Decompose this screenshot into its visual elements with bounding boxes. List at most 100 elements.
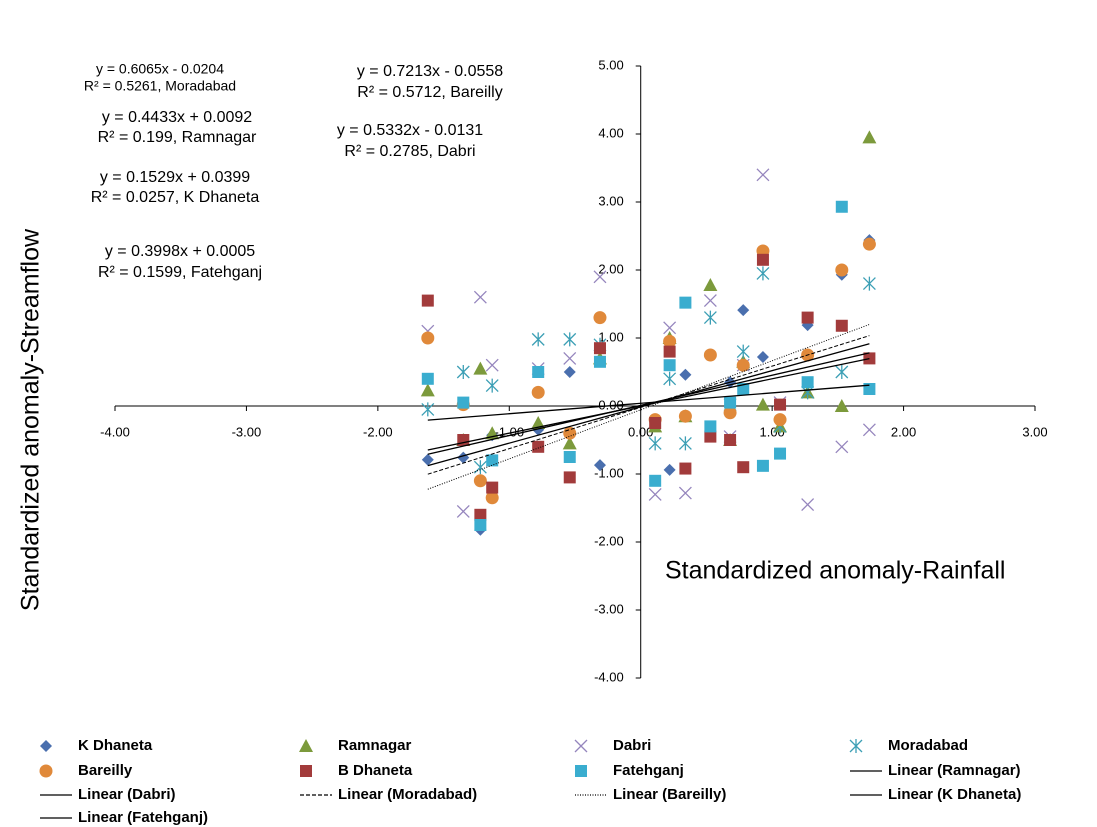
x-tick-label: 3.00 xyxy=(1022,424,1047,439)
legend-item: Bareilly xyxy=(39,762,133,779)
point xyxy=(736,344,750,359)
x-tick-label: 0.00 xyxy=(628,424,653,439)
trendline xyxy=(427,323,870,490)
y-tick-label: -4.00 xyxy=(594,669,624,684)
point xyxy=(835,263,849,277)
point xyxy=(801,311,814,324)
y-tick-label: -2.00 xyxy=(594,533,624,548)
legend-item: Linear (Fatehganj) xyxy=(40,809,208,826)
trendline-equation: R² = 0.2785, Dabri xyxy=(344,143,475,160)
y-tick-label: 4.00 xyxy=(598,125,623,140)
trendline-equation: y = 0.7213x - 0.0558 xyxy=(357,63,503,80)
trendline xyxy=(427,358,870,451)
y-tick-label: 3.00 xyxy=(598,193,623,208)
point xyxy=(678,409,692,423)
point xyxy=(457,396,470,409)
x-tick-label: -4.00 xyxy=(100,424,130,439)
point xyxy=(563,351,577,365)
point xyxy=(531,385,545,399)
legend-item: Linear (Dabri) xyxy=(40,786,176,803)
point xyxy=(801,376,814,389)
point xyxy=(663,321,677,335)
legend-item: Linear (Ramnagar) xyxy=(850,762,1021,779)
point xyxy=(863,352,876,365)
legend-label: Moradabad xyxy=(888,737,968,754)
trendline-equation: R² = 0.0257, K Dhaneta xyxy=(91,189,260,206)
legend-label: Linear (K Dhaneta) xyxy=(888,786,1021,803)
point xyxy=(835,200,848,213)
point xyxy=(663,463,676,476)
point xyxy=(473,361,488,375)
point xyxy=(485,378,499,393)
point xyxy=(563,426,577,440)
legend-item: Dabri xyxy=(574,737,651,754)
trendline-equation: R² = 0.199, Ramnagar xyxy=(98,129,257,146)
point xyxy=(473,460,487,475)
legend-marker xyxy=(39,764,53,778)
point xyxy=(563,451,576,463)
point xyxy=(863,383,876,395)
point xyxy=(593,342,606,355)
legend-marker xyxy=(300,765,312,777)
legend-label: Fatehganj xyxy=(613,762,684,779)
point xyxy=(456,365,470,379)
point xyxy=(737,304,750,317)
point xyxy=(593,270,607,284)
legend-label: Linear (Moradabad) xyxy=(338,786,477,803)
legend-marker xyxy=(40,740,52,752)
trendline-equation: R² = 0.5712, Bareilly xyxy=(357,84,502,101)
legend-item: Moradabad xyxy=(849,737,968,754)
legend-label: Linear (Ramnagar) xyxy=(888,762,1021,779)
point xyxy=(723,406,737,420)
point xyxy=(774,447,787,460)
legend-marker xyxy=(299,739,313,752)
trendline xyxy=(427,384,870,421)
point xyxy=(649,474,662,487)
trendline-equation: y = 0.5332x - 0.0131 xyxy=(337,122,483,139)
point xyxy=(679,368,692,381)
y-axis-title: Standardized anomaly-Streamflow xyxy=(17,228,45,611)
trendline-equation: y = 0.6065x - 0.0204 xyxy=(96,61,224,77)
point xyxy=(473,290,487,304)
point xyxy=(703,294,717,308)
point xyxy=(593,355,606,368)
point xyxy=(737,461,750,474)
x-tick-label: -3.00 xyxy=(232,424,262,439)
point xyxy=(531,332,545,347)
trendline-equation: R² = 0.1599, Fatehganj xyxy=(98,264,262,281)
point xyxy=(756,253,769,266)
point xyxy=(756,168,770,182)
legend-label: Linear (Fatehganj) xyxy=(78,809,208,826)
trendline-equation: y = 0.1529x + 0.0399 xyxy=(100,169,250,186)
point xyxy=(862,237,876,251)
legend-label: Ramnagar xyxy=(338,737,412,754)
x-tick-label: -2.00 xyxy=(363,424,393,439)
point xyxy=(724,434,737,446)
point xyxy=(678,436,692,451)
point xyxy=(835,319,848,332)
point xyxy=(421,372,434,385)
legend-marker xyxy=(849,739,863,753)
point xyxy=(835,365,849,379)
y-tick-label: 0.00 xyxy=(598,397,623,412)
point xyxy=(704,420,717,433)
point xyxy=(703,310,717,325)
legend-label: Dabri xyxy=(613,737,651,754)
point xyxy=(679,462,692,475)
point xyxy=(663,371,677,386)
point xyxy=(531,416,546,429)
point xyxy=(756,351,769,364)
point xyxy=(457,434,470,446)
x-tick-label: -1.00 xyxy=(494,424,524,439)
point xyxy=(663,359,676,372)
point xyxy=(485,358,499,372)
point xyxy=(862,276,876,291)
point xyxy=(736,358,750,372)
trendline-equation: y = 0.3998x + 0.0005 xyxy=(105,243,255,260)
point xyxy=(703,348,717,362)
point xyxy=(486,481,499,494)
point xyxy=(773,413,787,427)
legend-label: Linear (Bareilly) xyxy=(613,786,726,803)
